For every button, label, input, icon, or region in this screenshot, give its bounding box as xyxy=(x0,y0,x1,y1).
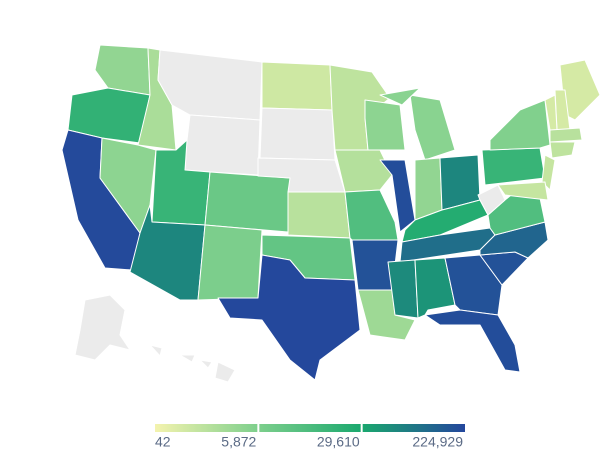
state xyxy=(424,309,521,373)
state xyxy=(549,127,583,143)
legend-label: 42 xyxy=(155,434,171,450)
legend-label: 224,929 xyxy=(412,434,463,450)
legend: 42 5,872 29,610 224,929 xyxy=(155,422,463,450)
state xyxy=(477,184,506,216)
legend-label: 29,610 xyxy=(317,434,360,450)
state xyxy=(217,254,361,381)
state xyxy=(204,171,291,233)
state xyxy=(179,354,196,363)
state xyxy=(487,187,546,236)
state xyxy=(149,344,163,357)
state xyxy=(379,87,421,106)
state xyxy=(489,99,551,151)
state xyxy=(157,49,263,121)
legend-bar xyxy=(155,424,465,432)
state xyxy=(287,191,351,239)
state xyxy=(481,147,546,186)
state xyxy=(344,189,399,241)
state xyxy=(497,181,549,201)
state xyxy=(334,149,393,193)
state xyxy=(414,157,443,221)
states xyxy=(61,44,601,383)
state xyxy=(364,99,406,151)
state xyxy=(259,107,336,161)
state xyxy=(379,159,416,233)
state xyxy=(199,359,213,369)
state xyxy=(74,294,131,361)
state xyxy=(261,61,333,111)
state xyxy=(214,361,236,383)
state xyxy=(184,114,261,176)
state xyxy=(197,224,263,301)
state xyxy=(409,94,456,161)
state xyxy=(94,44,151,96)
state xyxy=(549,141,576,159)
legend-label: 5,872 xyxy=(221,434,256,450)
